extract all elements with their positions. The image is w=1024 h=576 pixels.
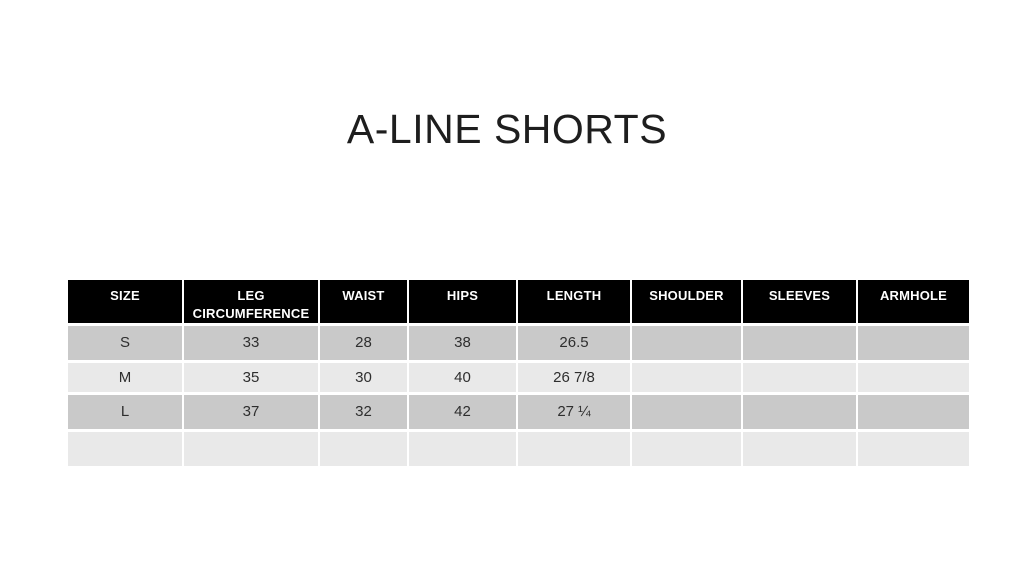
cell-s-hips: 38 — [409, 326, 516, 361]
cell-s-leg: 33 — [184, 326, 318, 361]
table-row-size-s: S 33 28 38 26.5 — [68, 326, 969, 361]
table-row-empty — [68, 432, 969, 467]
cell-l-shoulder — [632, 395, 741, 430]
col-header-leg-circumference: LEG CIRCUMFERENCE — [184, 280, 318, 324]
cell-m-leg: 35 — [184, 363, 318, 393]
cell-empty-size — [68, 432, 182, 467]
cell-empty-leg — [184, 432, 318, 467]
cell-empty-shoulder — [632, 432, 741, 467]
cell-s-armhole — [858, 326, 969, 361]
col-header-size: SIZE — [68, 280, 182, 324]
cell-empty-sleeves — [743, 432, 856, 467]
table-header-row: SIZE LEG CIRCUMFERENCE WAIST HIPS LENGTH… — [68, 280, 969, 324]
table-row-size-m: M 35 30 40 26 7/8 — [68, 363, 969, 393]
cell-m-shoulder — [632, 363, 741, 393]
page-title: A-LINE SHORTS — [346, 106, 668, 152]
cell-empty-waist — [320, 432, 407, 467]
cell-empty-armhole — [858, 432, 969, 467]
table-row-size-l: L 37 32 42 27 ¼ — [68, 395, 969, 430]
cell-s-size: S — [68, 326, 182, 361]
cell-s-shoulder — [632, 326, 741, 361]
cell-s-length: 26.5 — [518, 326, 630, 361]
col-header-sleeves: SLEEVES — [743, 280, 856, 324]
cell-m-hips: 40 — [409, 363, 516, 393]
cell-empty-length — [518, 432, 630, 467]
cell-l-hips: 42 — [409, 395, 516, 430]
cell-l-length: 27 ¼ — [518, 395, 630, 430]
cell-l-armhole — [858, 395, 969, 430]
cell-l-size: L — [68, 395, 182, 430]
col-header-shoulder: SHOULDER — [632, 280, 741, 324]
cell-s-sleeves — [743, 326, 856, 361]
col-header-length: LENGTH — [518, 280, 630, 324]
cell-l-leg: 37 — [184, 395, 318, 430]
cell-l-waist: 32 — [320, 395, 407, 430]
size-chart-table: SIZE LEG CIRCUMFERENCE WAIST HIPS LENGTH… — [66, 277, 971, 469]
cell-m-waist: 30 — [320, 363, 407, 393]
cell-m-size: M — [68, 363, 182, 393]
cell-s-waist: 28 — [320, 326, 407, 361]
cell-m-sleeves — [743, 363, 856, 393]
cell-empty-hips — [409, 432, 516, 467]
cell-l-sleeves — [743, 395, 856, 430]
col-header-armhole: ARMHOLE — [858, 280, 969, 324]
cell-m-armhole — [858, 363, 969, 393]
col-header-waist: WAIST — [320, 280, 407, 324]
col-header-hips: HIPS — [409, 280, 516, 324]
cell-m-length: 26 7/8 — [518, 363, 630, 393]
